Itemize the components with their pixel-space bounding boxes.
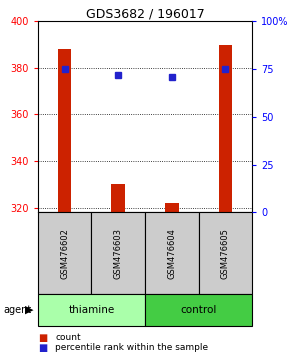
Bar <box>199 212 252 294</box>
Text: agent: agent <box>3 305 31 315</box>
Text: ■: ■ <box>38 333 47 343</box>
Text: control: control <box>180 305 217 315</box>
Text: count: count <box>55 333 81 342</box>
Bar <box>145 212 199 294</box>
Text: ▶: ▶ <box>25 305 33 315</box>
Text: percentile rank within the sample: percentile rank within the sample <box>55 343 208 352</box>
Text: GSM476602: GSM476602 <box>60 228 69 279</box>
Bar <box>219 45 232 212</box>
Bar <box>111 184 125 212</box>
Bar <box>38 294 145 326</box>
Bar <box>58 49 71 212</box>
Text: GSM476603: GSM476603 <box>114 228 123 279</box>
Bar <box>165 203 179 212</box>
Text: ■: ■ <box>38 343 47 353</box>
Text: thiamine: thiamine <box>68 305 115 315</box>
Bar <box>91 212 145 294</box>
Bar <box>145 294 252 326</box>
Text: GSM476604: GSM476604 <box>167 228 176 279</box>
Text: GSM476605: GSM476605 <box>221 228 230 279</box>
Title: GDS3682 / 196017: GDS3682 / 196017 <box>86 7 204 20</box>
Bar <box>38 212 91 294</box>
